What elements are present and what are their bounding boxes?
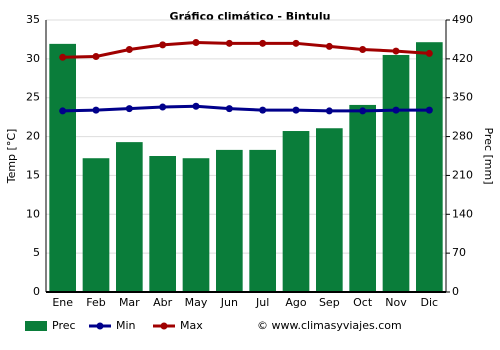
point <box>292 39 300 47</box>
bar <box>82 158 110 292</box>
x-tick-label: Jul <box>255 296 269 309</box>
y2-tick-label: 280 <box>452 130 473 143</box>
y2-tick-label: 70 <box>452 246 466 259</box>
point <box>392 47 400 55</box>
x-tick-label: Nov <box>385 296 407 309</box>
point <box>192 102 200 110</box>
y-tick-label: 30 <box>26 52 40 65</box>
source: © www.climasyviajes.com <box>257 319 402 332</box>
y-axis-label: Temp [°C] <box>5 129 18 185</box>
point <box>92 53 100 61</box>
point <box>92 106 100 114</box>
legend-swatch <box>25 321 47 331</box>
y2-tick-label: 210 <box>452 168 473 181</box>
line <box>62 41 430 59</box>
point <box>259 39 267 47</box>
bar <box>282 131 310 292</box>
point <box>59 107 67 115</box>
point <box>292 106 300 114</box>
x-tick-label: Ago <box>285 296 307 309</box>
x-tick-label: Jun <box>220 296 238 309</box>
point <box>359 107 367 115</box>
bar <box>416 42 443 292</box>
bar <box>116 142 143 292</box>
x-tick-label: Mar <box>119 296 140 309</box>
x-tick-label: Sep <box>319 296 340 309</box>
point <box>192 39 200 47</box>
y2-tick-label: 490 <box>452 13 473 26</box>
point <box>159 103 167 111</box>
point <box>359 46 367 54</box>
bar <box>216 149 243 292</box>
y-tick-label: 0 <box>33 285 40 298</box>
x-tick-label: Ene <box>52 296 73 309</box>
legend-label: Prec <box>52 319 76 332</box>
bar <box>249 149 276 292</box>
line <box>62 104 430 113</box>
x-tick-label: Abr <box>153 296 173 309</box>
point <box>325 107 333 115</box>
x-tick-label: Oct <box>353 296 373 309</box>
y2-tick-label: 140 <box>452 207 473 220</box>
bar <box>49 43 76 293</box>
point <box>59 53 67 61</box>
y-tick-label: 5 <box>33 246 40 259</box>
y-tick-label: 20 <box>26 130 40 143</box>
x-tick-label: May <box>185 296 208 309</box>
x-tick-label: Feb <box>86 296 105 309</box>
y2-axis-label: Prec [mm] <box>482 127 495 184</box>
y-tick-label: 15 <box>26 168 40 181</box>
y-tick-label: 10 <box>26 207 40 220</box>
bar <box>149 156 176 292</box>
point <box>125 105 133 113</box>
bar <box>349 104 376 293</box>
x-tick-label: Dic <box>421 296 439 309</box>
point <box>259 106 267 114</box>
y-tick-label: 35 <box>26 13 40 26</box>
point <box>159 41 167 49</box>
point <box>125 46 133 54</box>
point <box>425 106 433 114</box>
point <box>325 42 333 50</box>
y2-tick-label: 0 <box>452 285 459 298</box>
chart-title: Gráfico climático - Bintulu <box>170 10 331 23</box>
point <box>225 39 233 47</box>
legend-swatch <box>160 322 168 330</box>
legend-label: Min <box>116 319 136 332</box>
bar <box>182 158 210 292</box>
point <box>225 105 233 113</box>
bar <box>382 54 410 292</box>
bar <box>316 128 343 292</box>
y2-tick-label: 420 <box>452 52 473 65</box>
point <box>392 106 400 114</box>
point <box>425 49 433 57</box>
y-tick-label: 25 <box>26 91 40 104</box>
legend-label: Max <box>180 319 203 332</box>
y2-tick-label: 350 <box>452 91 473 104</box>
legend-swatch <box>96 322 104 330</box>
